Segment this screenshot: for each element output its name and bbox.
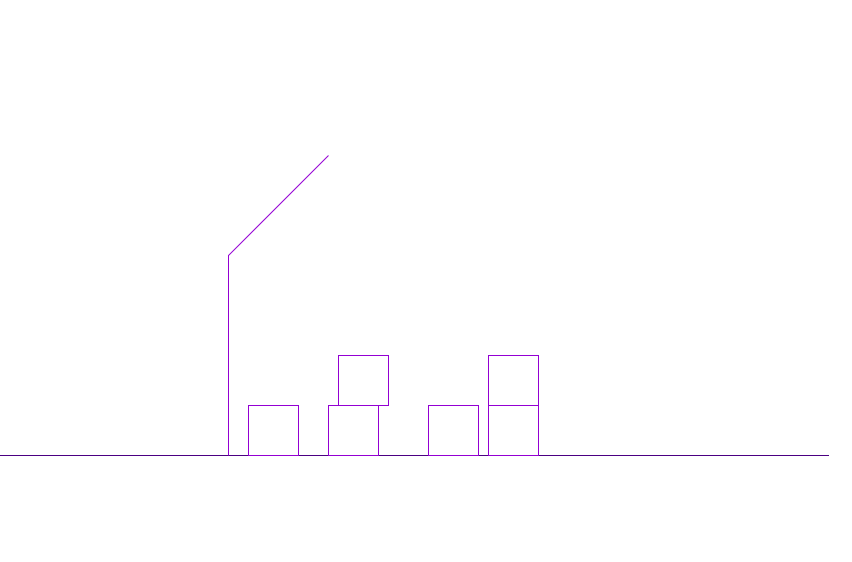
box-6: [488, 355, 539, 406]
launcher-arm: [228, 155, 329, 456]
box-stack: [248, 355, 539, 456]
box-1: [248, 405, 299, 456]
box-4: [428, 405, 479, 456]
box-3: [338, 355, 389, 406]
box-5: [488, 405, 539, 456]
box-2: [328, 405, 379, 456]
